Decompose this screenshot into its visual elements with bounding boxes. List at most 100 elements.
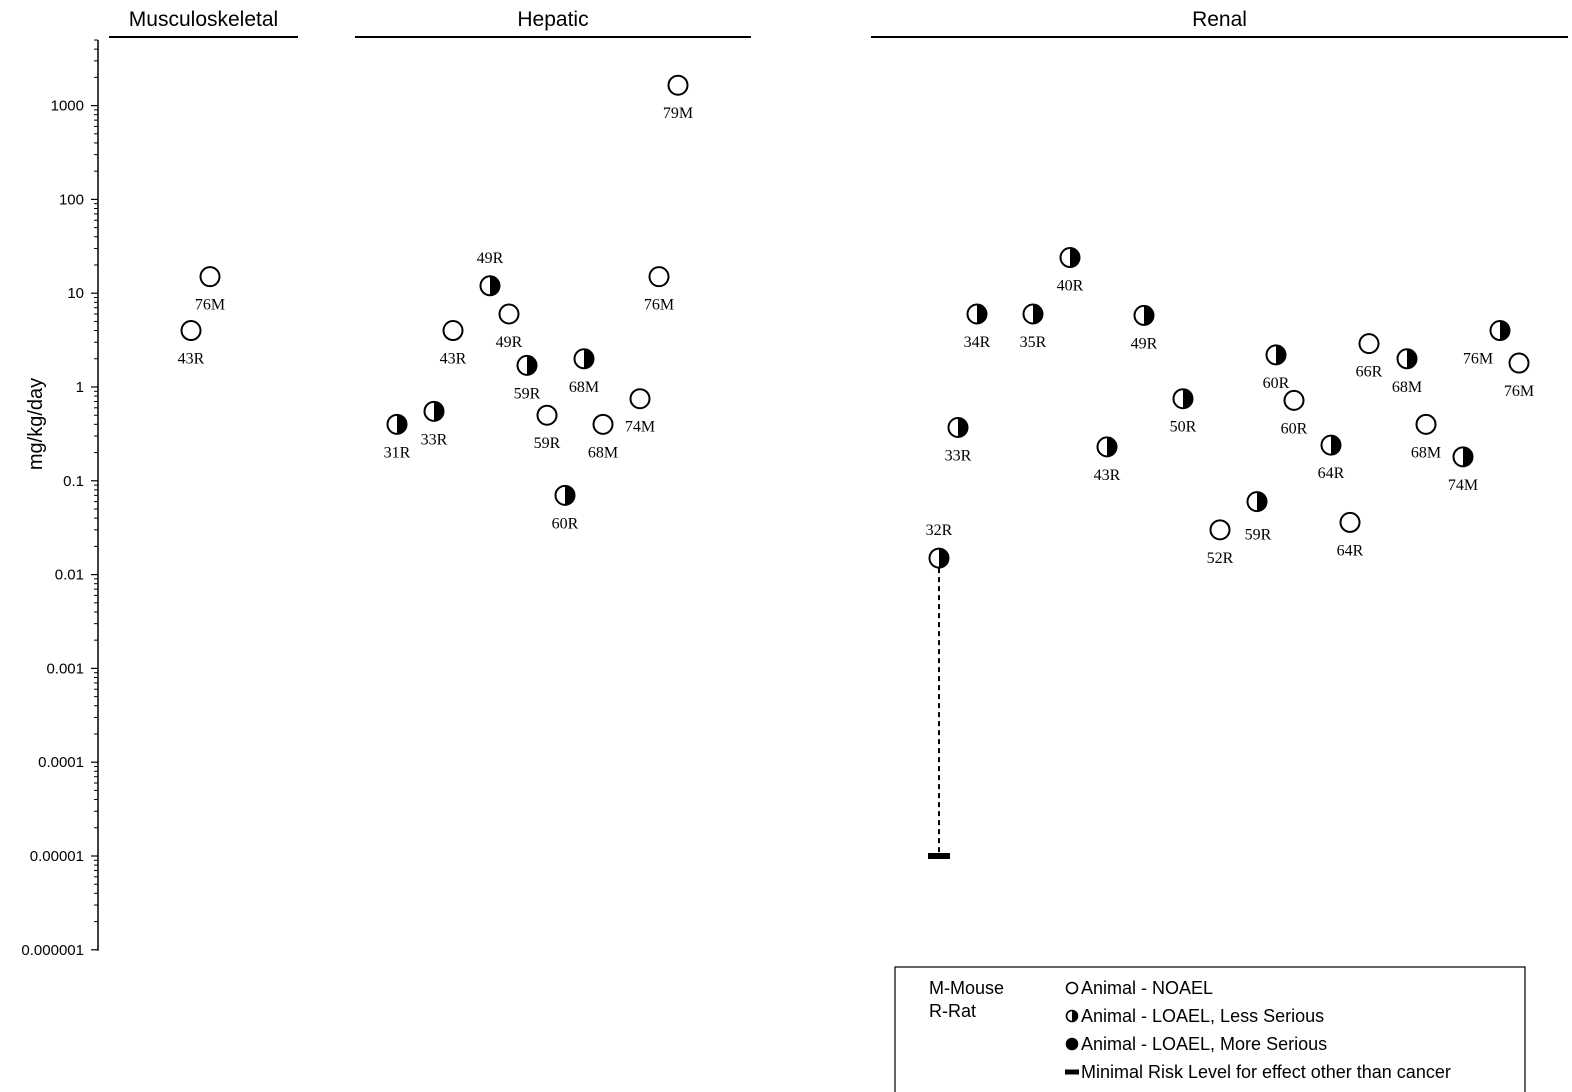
data-point: 49R — [477, 250, 504, 297]
data-point: 66R — [1356, 333, 1383, 381]
data-point: 40R — [1057, 247, 1084, 295]
data-point-label: 76M — [195, 297, 225, 314]
data-point-marker — [1489, 320, 1511, 342]
data-point-label: 50R — [1170, 419, 1197, 436]
data-point: 74M — [1448, 446, 1478, 494]
data-point-label: 64R — [1318, 465, 1345, 482]
data-point: 60R — [552, 484, 579, 532]
data-point-marker — [573, 348, 595, 370]
data-point-label: 60R — [1281, 420, 1308, 437]
data-point: 60R — [1281, 389, 1308, 437]
y-tick-label: 1000 — [51, 98, 84, 115]
data-point: 76M — [1504, 352, 1534, 400]
legend: M-Mouse R-Rat Animal - NOAEL Animal - LOAEL… — [894, 966, 1526, 1092]
data-point-label: 52R — [1207, 550, 1234, 567]
data-point-marker — [1358, 333, 1380, 355]
legend-entry: Animal - NOAEL — [1065, 978, 1213, 998]
data-point-marker — [928, 547, 950, 569]
category-title: Renal — [1192, 8, 1247, 31]
mrl-markers — [928, 568, 950, 859]
data-point: 64R — [1318, 434, 1345, 482]
data-point-label: 35R — [1020, 334, 1047, 351]
y-tick-label: 0.000001 — [21, 942, 84, 959]
data-point: 59R — [534, 404, 561, 452]
category-title: Hepatic — [517, 8, 588, 31]
legend-species: R-Rat — [929, 1001, 976, 1021]
data-point: 68M — [1392, 348, 1422, 396]
data-point-marker — [1452, 446, 1474, 468]
data-point: 68M — [569, 348, 599, 396]
y-tick-label: 0.01 — [55, 567, 84, 584]
y-tick-label: 1 — [76, 379, 84, 396]
data-point-marker — [592, 413, 614, 435]
data-point: 59R — [1245, 491, 1272, 544]
legend-entry-label: Animal - NOAEL — [1081, 978, 1213, 998]
data-point-label: 76M — [1463, 351, 1493, 368]
data-point-marker — [180, 320, 202, 342]
data-point-label: 59R — [1245, 527, 1272, 544]
data-point-marker — [648, 266, 670, 288]
data-point-marker — [554, 484, 576, 506]
data-point: 31R — [384, 413, 411, 461]
legend-species: M-Mouse — [929, 978, 1004, 998]
data-point-label: 79M — [663, 105, 693, 122]
data-point-label: 31R — [384, 444, 411, 461]
mrl-marker — [928, 853, 950, 859]
data-point-marker — [442, 320, 464, 342]
data-point-label: 68M — [1411, 444, 1441, 461]
data-point-marker — [1209, 519, 1231, 541]
legend-symbol-icon — [1065, 1037, 1079, 1051]
data-point-label: 49R — [1131, 335, 1158, 352]
legend-entry-label: Animal - LOAEL, Less Serious — [1081, 1006, 1324, 1026]
data-point-marker — [1339, 511, 1361, 533]
data-point-marker — [423, 400, 445, 422]
data-point: 35R — [1020, 303, 1047, 351]
data-point-label: 66R — [1356, 364, 1383, 381]
y-tick-label: 10 — [67, 285, 84, 302]
data-point: 43R — [1094, 436, 1121, 484]
data-point-marker — [386, 413, 408, 435]
y-tick-label: 0.0001 — [38, 754, 84, 771]
data-point-label: 33R — [945, 448, 972, 465]
data-point-marker — [629, 388, 651, 410]
data-point: 33R — [421, 400, 448, 448]
data-point-label: 74M — [625, 419, 655, 436]
y-tick-label: 100 — [59, 191, 84, 208]
data-point: 76M — [644, 266, 674, 314]
data-point-label: 68M — [588, 444, 618, 461]
data-point-label: 68M — [1392, 379, 1422, 396]
data-point-marker — [1246, 491, 1268, 513]
data-point: 32R — [926, 522, 953, 569]
data-point-marker — [1172, 388, 1194, 410]
data-point-marker — [1059, 247, 1081, 269]
legend-entry: Animal - LOAEL, More Serious — [1065, 1034, 1327, 1054]
data-point-label: 43R — [178, 351, 205, 368]
legend-entry-label: Minimal Risk Level for effect other than… — [1081, 1062, 1451, 1082]
data-point-marker — [1283, 389, 1305, 411]
data-point: 74M — [625, 388, 655, 436]
legend-entry: Minimal Risk Level for effect other than… — [1065, 1062, 1451, 1082]
data-point: 50R — [1170, 388, 1197, 436]
data-point-marker — [966, 303, 988, 325]
data-point-marker — [1320, 434, 1342, 456]
data-point-marker — [1096, 436, 1118, 458]
data-point-marker — [536, 404, 558, 426]
data-point: 33R — [945, 417, 972, 465]
y-axis-label: mg/kg/day — [25, 378, 47, 470]
category-title: Musculoskeletal — [129, 8, 278, 31]
legend-box — [894, 966, 1526, 1092]
data-point-label: 34R — [964, 334, 991, 351]
data-point: 43R — [440, 320, 467, 368]
data-point: 59R — [514, 354, 541, 402]
data-point-label: 74M — [1448, 477, 1478, 494]
data-point-label: 49R — [477, 250, 504, 267]
legend-mrl-icon — [1065, 1069, 1079, 1075]
data-point-label: 60R — [552, 515, 579, 532]
legend-symbol-icon — [1065, 1009, 1079, 1023]
data-point: 49R — [496, 303, 523, 351]
y-axis: 1000 100 10 1 0.1 0.01 0.001 0.0001 0.00001 0.000… — [21, 39, 99, 959]
data-point-label: 43R — [1094, 467, 1121, 484]
data-point: 64R — [1337, 511, 1364, 559]
legend-entry: Animal - LOAEL, Less Serious — [1065, 1006, 1324, 1026]
